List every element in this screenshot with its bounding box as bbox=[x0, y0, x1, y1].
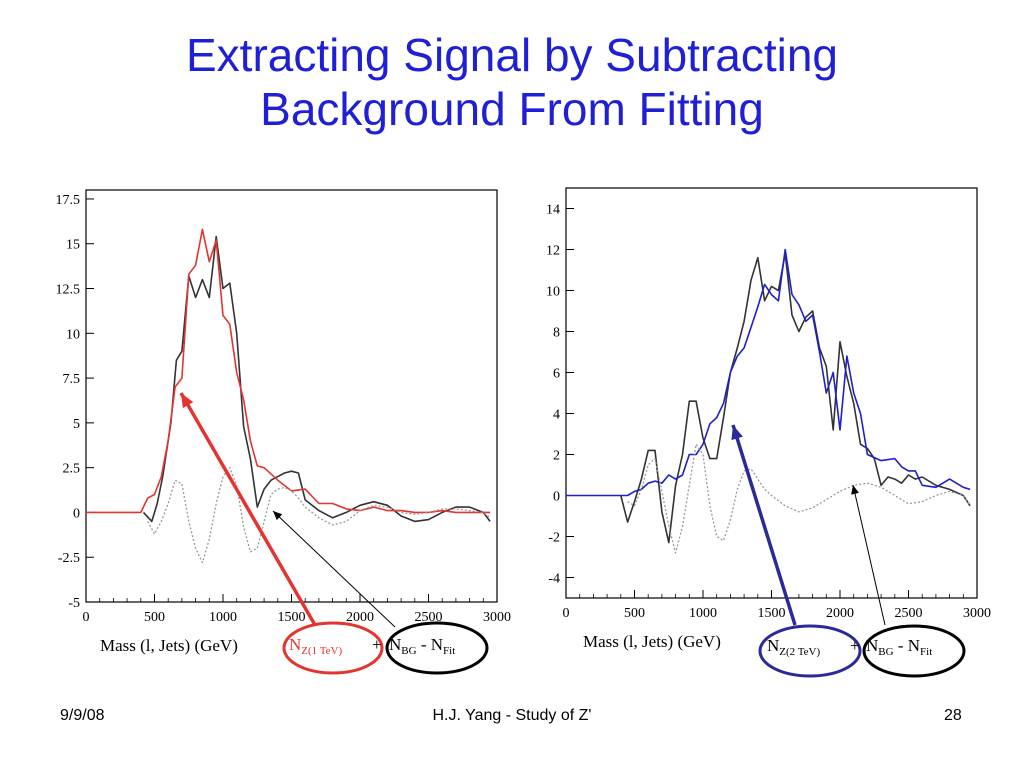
x-tick-label: 2500 bbox=[895, 606, 923, 621]
y-tick-label: -5 bbox=[68, 596, 80, 611]
x-tick-label: 2000 bbox=[346, 610, 374, 625]
x-tick-label: 500 bbox=[144, 610, 165, 625]
x-tick-label: 1000 bbox=[209, 610, 237, 625]
background-label: NBG - NFit bbox=[866, 636, 932, 658]
y-tick-label: 14 bbox=[546, 203, 560, 218]
signal-label: NZ(1 TeV) bbox=[289, 635, 342, 657]
y-tick-label: 12.5 bbox=[56, 283, 81, 298]
y-tick-label: 17.5 bbox=[56, 193, 81, 208]
background-label-oval bbox=[385, 621, 489, 675]
footer-title: H.J. Yang - Study of Z' bbox=[432, 707, 592, 724]
chart-panel-1: -5 -2.5 0 2.5 5 7.5 10 12.5 15 17.5 0 500 1000 1500 20… bbox=[56, 189, 511, 675]
annotation-arrow-line bbox=[272, 510, 396, 628]
y-tick-label: -2.5 bbox=[58, 551, 80, 566]
x-axis-label: Mass (l, Jets) (GeV) bbox=[583, 632, 721, 651]
series-line-total bbox=[142, 235, 491, 523]
plot-frame bbox=[85, 189, 498, 603]
plus-sign: + bbox=[372, 635, 382, 654]
footer-page-number: 28 bbox=[944, 707, 962, 724]
background-label: NBG - NFit bbox=[389, 635, 455, 657]
title-line-1: Extracting Signal by Subtracting bbox=[185, 29, 839, 81]
y-tick-label: 8 bbox=[553, 326, 560, 341]
y-tick-label: 7.5 bbox=[63, 372, 81, 387]
y-tick-label: 0 bbox=[73, 506, 80, 521]
y-tick-label: 4 bbox=[553, 408, 560, 423]
y-tick-label: -4 bbox=[548, 572, 560, 587]
y-tick-label: 0 bbox=[553, 490, 560, 505]
annotation-arrow-line bbox=[731, 424, 797, 626]
signal-label-oval bbox=[758, 624, 862, 678]
x-axis-label: Mass (l, Jets) (GeV) bbox=[100, 636, 238, 655]
signal-label: NZ(2 TeV) bbox=[767, 636, 820, 658]
annotation-arrow-head bbox=[273, 511, 283, 521]
x-tick-label: 0 bbox=[83, 610, 90, 625]
annotation-arrow-head bbox=[181, 393, 194, 409]
x-tick-label: 1000 bbox=[689, 606, 717, 621]
annotation-arrow-head bbox=[851, 485, 859, 495]
title-line-2: Background From Fitting bbox=[260, 83, 764, 135]
annotation-arrow-line bbox=[852, 484, 886, 626]
y-tick-label: 6 bbox=[553, 367, 560, 382]
x-tick-label: 2500 bbox=[415, 610, 443, 625]
x-tick-label: 1500 bbox=[758, 606, 786, 621]
x-tick-label: 3000 bbox=[963, 606, 991, 621]
x-tick-label: 3000 bbox=[483, 610, 511, 625]
annotation-arrow-head bbox=[731, 425, 743, 441]
annotation-arrow-line bbox=[179, 392, 317, 626]
series-line-signal bbox=[566, 248, 971, 497]
y-tick-label: 15 bbox=[66, 238, 80, 253]
series-line-signal bbox=[86, 228, 491, 514]
series-line-total bbox=[620, 252, 971, 544]
slide-title: Extracting Signal by Subtracting Backgro… bbox=[0, 28, 1024, 136]
series-line-fit bbox=[147, 467, 491, 564]
y-tick-label: 2.5 bbox=[63, 462, 81, 477]
y-tick-label: 2 bbox=[553, 449, 560, 464]
background-label-oval bbox=[862, 624, 966, 678]
y-tick-label: 10 bbox=[66, 327, 80, 342]
x-tick-label: 2000 bbox=[826, 606, 854, 621]
y-tick-label: 5 bbox=[73, 417, 80, 432]
plus-sign: + bbox=[850, 636, 860, 655]
signal-label-oval bbox=[282, 621, 384, 675]
chart-panel-2: -4 -2 0 2 4 6 8 10 12 14 0 500 1000 1500 2000 2500 3000 M… bbox=[546, 187, 991, 678]
y-tick-label: 10 bbox=[546, 285, 560, 300]
plot-frame bbox=[565, 187, 978, 599]
y-tick-label: -2 bbox=[548, 531, 560, 546]
x-tick-label: 500 bbox=[624, 606, 645, 621]
footer-date: 9/9/08 bbox=[60, 707, 105, 724]
series-line-fit bbox=[627, 443, 971, 554]
x-tick-label: 1500 bbox=[278, 610, 306, 625]
y-tick-label: 12 bbox=[546, 244, 560, 259]
x-tick-label: 0 bbox=[563, 606, 570, 621]
